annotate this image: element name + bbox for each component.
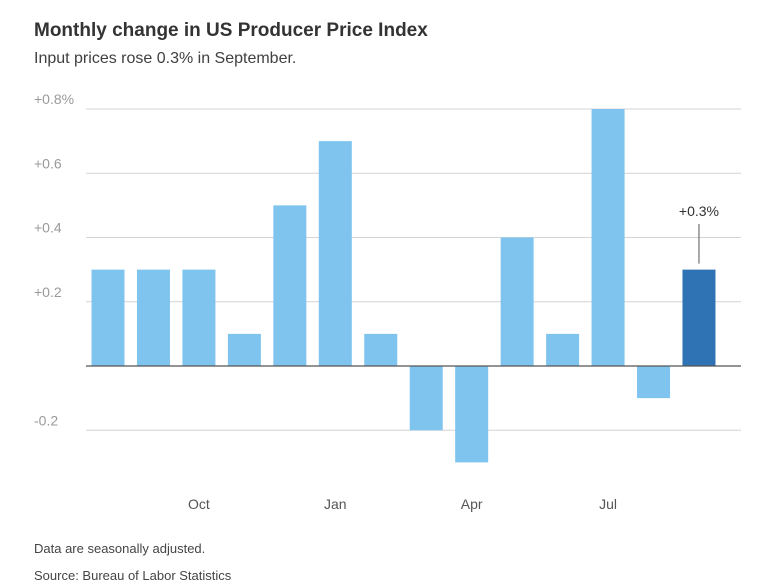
bar xyxy=(273,205,307,366)
x-tick-label: Jan xyxy=(324,496,347,512)
bar xyxy=(455,366,489,463)
bar xyxy=(182,269,216,366)
bar xyxy=(409,366,443,431)
bar xyxy=(364,333,398,366)
annotation-label: +0.3% xyxy=(679,203,719,219)
bar xyxy=(318,141,352,366)
bar xyxy=(91,269,125,366)
chart-subtitle: Input prices rose 0.3% in September. xyxy=(34,50,297,67)
bar-chart: +0.8% +0.6 +0.4 +0.2 -0.2 Oct Jan Apr Jul +0.3% xyxy=(34,91,741,512)
bar xyxy=(227,333,261,366)
chart-title: Monthly change in US Producer Price Inde… xyxy=(34,20,428,41)
bar xyxy=(591,109,625,366)
y-tick-label: +0.2 xyxy=(34,284,62,300)
y-tick-label: +0.4 xyxy=(34,220,62,236)
bar xyxy=(136,269,170,366)
y-tick-label: +0.8% xyxy=(34,91,74,107)
source-note: Source: Bureau of Labor Statistics xyxy=(34,568,232,583)
highlight-bar xyxy=(682,269,716,366)
bar xyxy=(546,333,580,366)
bar xyxy=(500,237,534,366)
x-tick-label: Jul xyxy=(599,496,617,512)
x-tick-label: Apr xyxy=(461,496,483,512)
bar xyxy=(637,366,671,399)
x-tick-label: Oct xyxy=(188,496,210,512)
y-tick-label: -0.2 xyxy=(34,412,58,428)
y-tick-label: +0.6 xyxy=(34,155,62,171)
seasonal-adjustment-note: Data are seasonally adjusted. xyxy=(34,541,206,556)
